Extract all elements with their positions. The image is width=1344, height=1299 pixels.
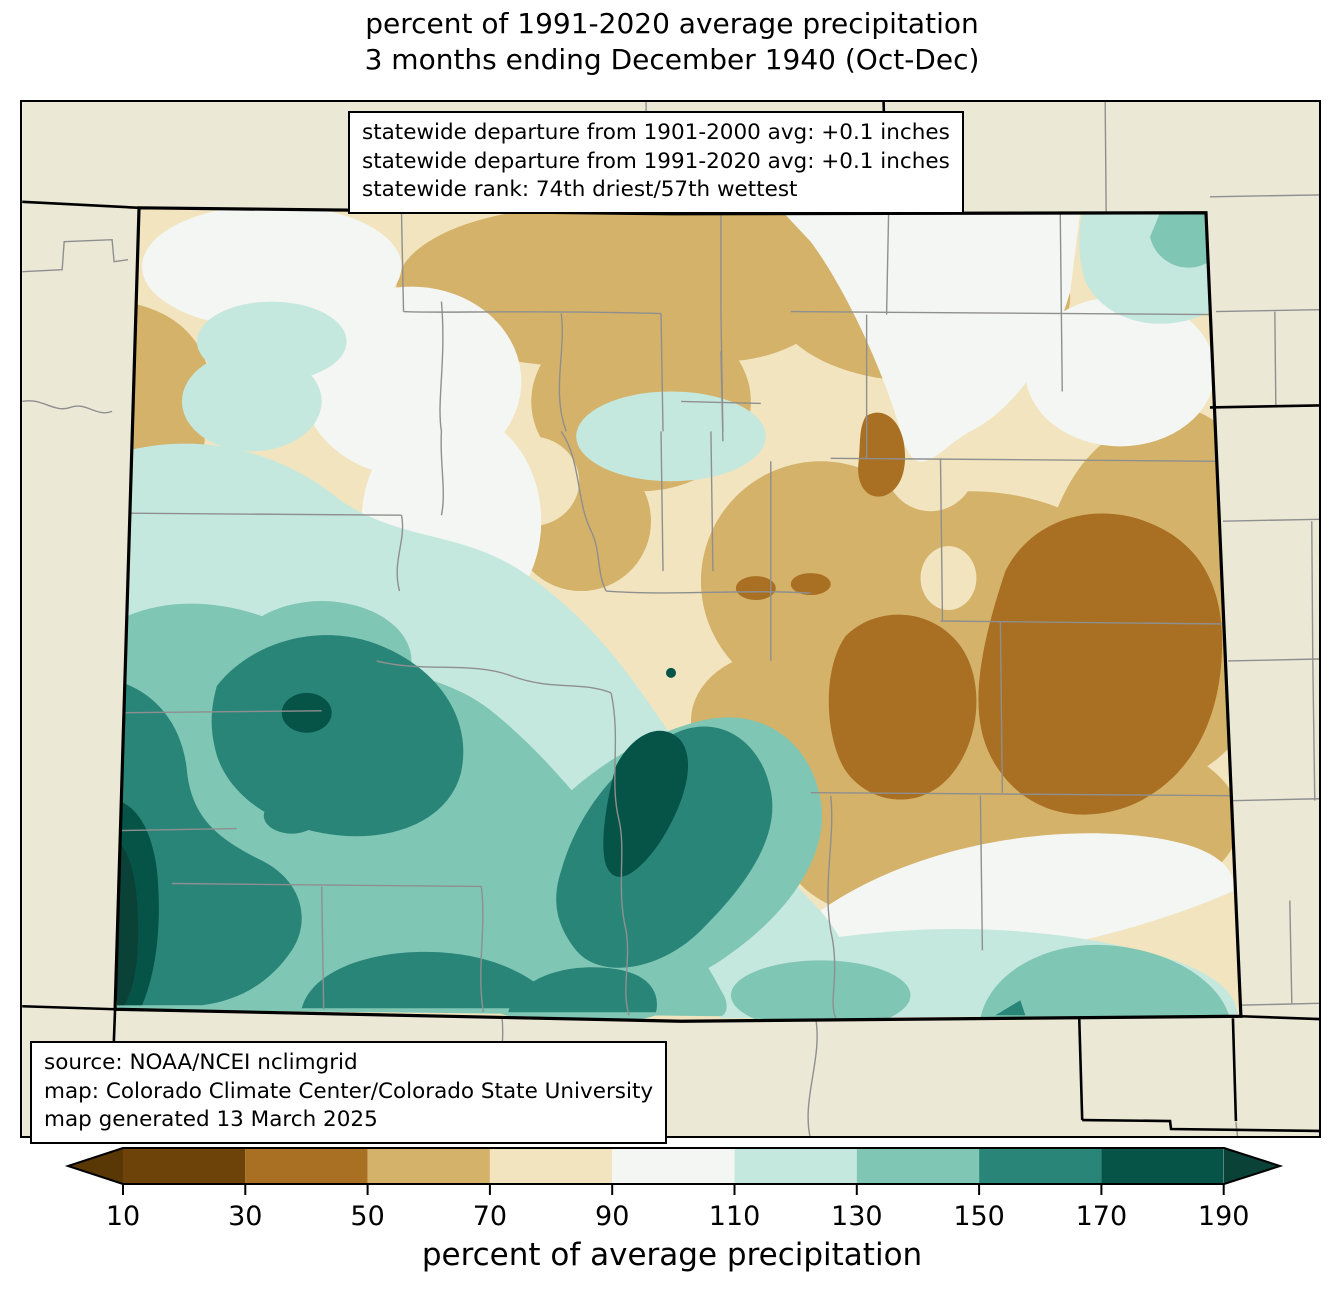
tick-label: 150 <box>953 1201 1005 1232</box>
source-line-3: map generated 13 March 2025 <box>44 1107 378 1133</box>
colorado-state-border <box>113 206 1243 1023</box>
tick-label: 130 <box>831 1201 883 1232</box>
tick-label: 190 <box>1198 1201 1250 1232</box>
stats-line-1: statewide departure from 1901-2000 avg: … <box>362 120 950 145</box>
colorbar-under-arrow <box>68 1147 123 1185</box>
zone-30-50 <box>735 412 1223 815</box>
county-lines <box>115 213 1233 1019</box>
source-line-2: map: Colorado Climate Center/Colorado St… <box>44 1078 654 1104</box>
colorbar-segment <box>979 1147 1102 1185</box>
colorbar-segment <box>123 1147 246 1185</box>
tick-label: 110 <box>709 1201 761 1232</box>
colorado-precipitation-map <box>22 102 1319 1136</box>
map-axes <box>20 100 1321 1138</box>
statewide-stats-box: statewide departure from 1901-2000 avg: … <box>348 111 964 214</box>
stats-line-3: statewide rank: 74th driest/57th wettest <box>362 177 798 203</box>
title-line-2: 3 months ending December 1940 (Oct-Dec) <box>364 43 980 77</box>
colorbar-tick-labels: 10 30 50 70 90 110 130 150 170 190 <box>106 1201 1250 1232</box>
colorbar-over-arrow <box>1224 1147 1280 1185</box>
colorbar-segment <box>856 1147 980 1185</box>
tick-label: 10 <box>106 1201 140 1232</box>
source-box: source: NOAA/NCEI nclimgrid map: Colorad… <box>30 1041 668 1144</box>
colorbar-segment <box>1101 1147 1224 1185</box>
tick-label: 90 <box>595 1201 629 1232</box>
colorbar-segment <box>734 1147 857 1185</box>
colorbar-ticks <box>122 1185 1225 1195</box>
tick-label: 50 <box>350 1201 384 1232</box>
source-line-1: source: NOAA/NCEI nclimgrid <box>44 1050 358 1075</box>
colorbar-label: percent of average precipitation <box>421 1237 923 1273</box>
colorbar-outline <box>64 1147 1284 1185</box>
colorbar-segment <box>489 1147 613 1185</box>
page-title: percent of 1991-2020 average precipitati… <box>0 6 1344 79</box>
zone-150-170 <box>117 635 1026 1016</box>
tick-label: 70 <box>473 1201 507 1232</box>
colorbar-segment <box>367 1147 490 1185</box>
tick-label: 170 <box>1076 1201 1128 1232</box>
contour-fills <box>115 207 1241 1022</box>
zone-gt-190 <box>117 840 139 1006</box>
colorbar: 10 30 50 70 90 110 130 150 170 190 <box>64 1147 1284 1232</box>
colorbar-segment <box>612 1147 735 1185</box>
tick-label: 30 <box>228 1201 262 1232</box>
colorbar-segment <box>245 1147 368 1185</box>
title-line-1: percent of 1991-2020 average precipitati… <box>365 7 979 40</box>
stats-line-2: statewide departure from 1991-2020 avg: … <box>362 148 950 174</box>
